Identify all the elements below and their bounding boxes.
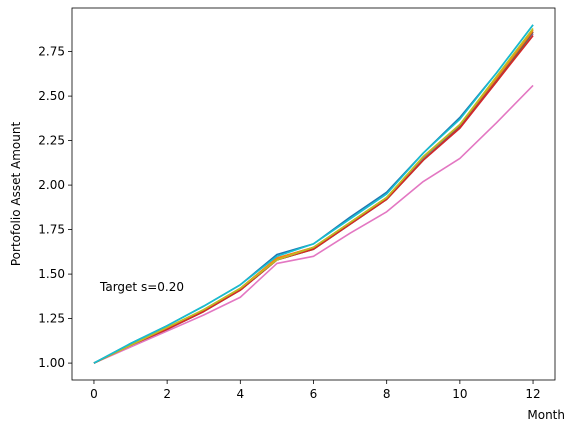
y-tick-label: 2.00 [38, 178, 65, 192]
series-line-1 [93, 84, 534, 364]
x-tick-label: 2 [163, 387, 171, 401]
y-axis-ticks: 1.00 1.25 1.50 1.75 2.00 2.25 2.50 2.75 [38, 45, 72, 370]
y-axis-label: Portofolio Asset Amount [9, 122, 23, 267]
y-tick-label: 1.25 [38, 312, 65, 326]
y-tick-label: 1.00 [38, 356, 65, 370]
series-line-6 [93, 35, 534, 364]
series-group [93, 24, 534, 364]
y-tick-label: 1.75 [38, 223, 65, 237]
series-line-8 [93, 27, 534, 364]
x-tick-label: 10 [452, 387, 467, 401]
series-line-10 [93, 24, 534, 364]
y-tick-label: 1.50 [38, 267, 65, 281]
x-tick-label: 12 [525, 387, 540, 401]
x-tick-label: 8 [383, 387, 391, 401]
y-tick-label: 2.25 [38, 134, 65, 148]
x-tick-label: 4 [236, 387, 244, 401]
x-axis-ticks: 0 2 4 6 8 10 12 [90, 380, 541, 401]
target-annotation: Target s=0.20 [99, 280, 184, 294]
x-axis-label: Month [527, 408, 565, 422]
x-tick-label: 0 [90, 387, 98, 401]
x-tick-label: 6 [310, 387, 318, 401]
y-tick-label: 2.50 [38, 89, 65, 103]
y-tick-label: 2.75 [38, 45, 65, 59]
